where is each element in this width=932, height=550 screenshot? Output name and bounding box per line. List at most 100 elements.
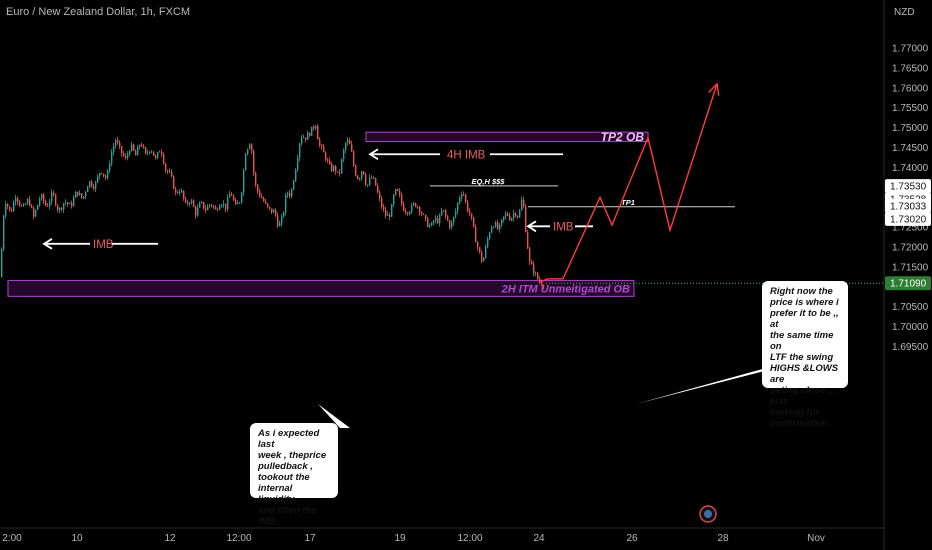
candle-body <box>307 132 309 140</box>
note-line: geting close ,,, just <box>770 385 836 407</box>
candle-body <box>515 213 517 216</box>
price-label-box <box>885 179 931 194</box>
price-tick-label: 1.75500 <box>892 103 929 114</box>
candle-body <box>309 132 311 136</box>
candle-body <box>101 173 103 174</box>
candle-body <box>463 194 465 196</box>
candle-body <box>325 152 327 160</box>
note-left: As i expected last week , theprice pulle… <box>250 423 338 527</box>
candle-body <box>415 203 417 207</box>
imb-arrowhead <box>526 220 537 233</box>
price-tick-label: 1.76500 <box>892 63 929 74</box>
candle-body <box>3 216 5 250</box>
candle-body <box>269 206 271 209</box>
candle-body <box>171 171 173 177</box>
candle-body <box>21 205 23 207</box>
candle-body <box>81 193 83 198</box>
candle-body <box>409 212 411 214</box>
time-tick-label: 12:00 <box>457 533 482 544</box>
candle-body <box>351 144 353 152</box>
note-line: looking for <box>770 407 820 418</box>
candle-body <box>379 192 381 199</box>
candle-body <box>477 242 479 248</box>
candle-body <box>407 212 409 214</box>
level-label: TP1 <box>621 198 635 207</box>
candle-body <box>353 151 355 166</box>
candle-body <box>267 203 269 207</box>
candle-body <box>377 185 379 193</box>
time-tick-label: 17 <box>304 533 316 544</box>
candle-body <box>301 137 303 144</box>
candle-body <box>521 199 523 211</box>
candle-body <box>67 202 69 205</box>
candle-body <box>255 172 257 185</box>
candle-body <box>361 171 363 179</box>
candle-body <box>421 212 423 215</box>
time-tick-label: Nov <box>807 533 825 544</box>
candle-body <box>227 197 229 210</box>
candle-body <box>519 210 521 218</box>
candle-body <box>373 177 375 179</box>
candle-body <box>143 146 145 148</box>
candle-body <box>303 137 305 139</box>
time-tick-label: 12 <box>164 533 176 544</box>
price-tick-label: 1.70000 <box>892 322 929 333</box>
candle-body <box>89 181 91 187</box>
candle-body <box>465 194 467 202</box>
candle-body <box>455 211 457 217</box>
candle-body <box>481 252 483 262</box>
candle-body <box>339 171 341 174</box>
candle-body <box>5 203 7 217</box>
candle-body <box>289 192 291 197</box>
candle-body <box>501 219 503 225</box>
candle-body <box>451 222 453 228</box>
price-tick-label: 1.71500 <box>892 262 929 273</box>
candle-body <box>169 171 171 173</box>
candle-body <box>53 192 55 195</box>
candle-body <box>65 202 67 204</box>
candle-body <box>457 202 459 212</box>
price-tick-label: 1.70500 <box>892 302 929 313</box>
candle-body <box>183 190 185 199</box>
candle-body <box>137 146 139 156</box>
candle-body <box>97 176 99 183</box>
candle-body <box>271 208 273 213</box>
candle-body <box>381 198 383 208</box>
candle-body <box>251 144 253 152</box>
candle-body <box>119 142 121 146</box>
candle-body <box>19 201 21 206</box>
candle-body <box>453 216 455 223</box>
price-tick-label: 1.74500 <box>892 143 929 154</box>
candle-body <box>441 211 443 216</box>
candle-body <box>203 201 205 209</box>
candle-body <box>489 232 491 239</box>
price-label-box <box>885 211 931 226</box>
candle-body <box>371 177 373 179</box>
candle-body <box>443 210 445 212</box>
candle-body <box>211 204 213 206</box>
candle-body <box>13 202 15 212</box>
candle-body <box>299 143 301 158</box>
candle-body <box>403 203 405 211</box>
candle-body <box>93 186 95 189</box>
candle-body <box>181 190 183 193</box>
candle-body <box>287 192 289 196</box>
candle-body <box>283 212 285 217</box>
candle-body <box>63 203 65 210</box>
candle-body <box>31 205 33 208</box>
candle-body <box>243 170 245 193</box>
candle-body <box>163 154 165 164</box>
candle-body <box>523 199 525 207</box>
candle-body <box>285 195 287 213</box>
replay-icon[interactable] <box>699 505 717 523</box>
candle-body <box>387 214 389 216</box>
candle-body <box>107 170 109 179</box>
candle-body <box>413 203 415 206</box>
candle-body <box>533 264 535 274</box>
candle-body <box>419 206 421 213</box>
candle-body <box>539 279 541 282</box>
note-line: HIGHS &LOWS are <box>770 363 839 385</box>
candle-body <box>357 175 359 179</box>
